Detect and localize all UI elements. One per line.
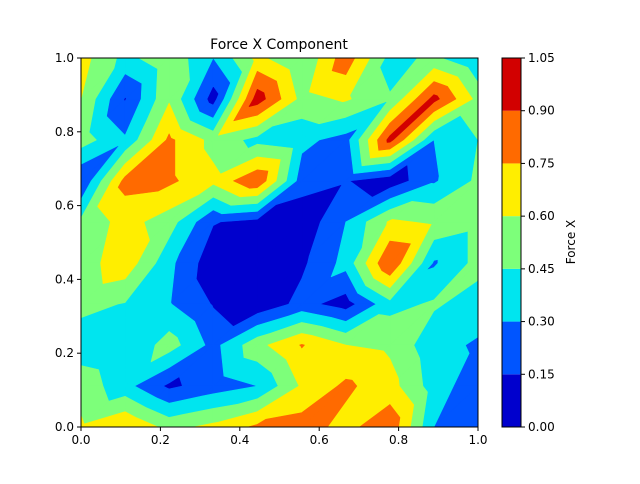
y-tick-label: 0.4 [55,272,74,286]
colorbar-tick-label: 0.60 [528,209,555,223]
colorbar-swatch-2 [502,268,521,322]
colorbar-swatch-6 [502,58,521,111]
colorbar-swatch-4 [502,163,521,217]
x-tick-label: 1.0 [468,433,487,447]
y-tick-label: 0.8 [55,125,74,139]
colorbar-swatch-1 [502,321,521,375]
colorbar-swatch-3 [502,216,521,269]
contour-layer [81,58,478,427]
x-tick-label: 0.8 [389,433,408,447]
colorbar-tick-label: 0.30 [528,315,555,329]
x-axis: 0.0 0.2 0.4 0.6 0.8 1.0 [71,427,488,447]
colorbar-swatch-0 [502,374,521,427]
y-tick-label: 0.0 [55,420,74,434]
y-tick-label: 1.0 [55,51,74,65]
y-tick-label: 0.6 [55,199,74,213]
x-tick-label: 0.2 [151,433,170,447]
x-tick-label: 0.6 [310,433,329,447]
colorbar-tick-label: 0.45 [528,262,555,276]
contour-band-6 [248,89,440,143]
colorbar-tick-label: 0.15 [528,367,555,381]
colorbar-label: Force X [564,220,578,265]
x-tick-label: 0.0 [71,433,90,447]
colorbar-tick-label: 1.05 [528,51,555,65]
colorbar-tick-label: 0.90 [528,104,555,118]
colorbar-swatch-5 [502,110,521,164]
x-tick-label: 0.4 [230,433,249,447]
y-tick-label: 0.2 [55,346,74,360]
chart-title: Force X Component [210,37,348,53]
y-axis: 0.0 0.2 0.4 0.6 0.8 1.0 [55,51,81,434]
colorbar-tick-label: 0.00 [528,420,555,434]
colorbar: 0.00 0.15 0.30 0.45 0.60 0.75 0.90 1.05 [502,51,555,434]
colorbar-tick-label: 0.75 [528,156,555,170]
plot-frame [80,57,479,428]
colorbar-frame [501,57,522,428]
